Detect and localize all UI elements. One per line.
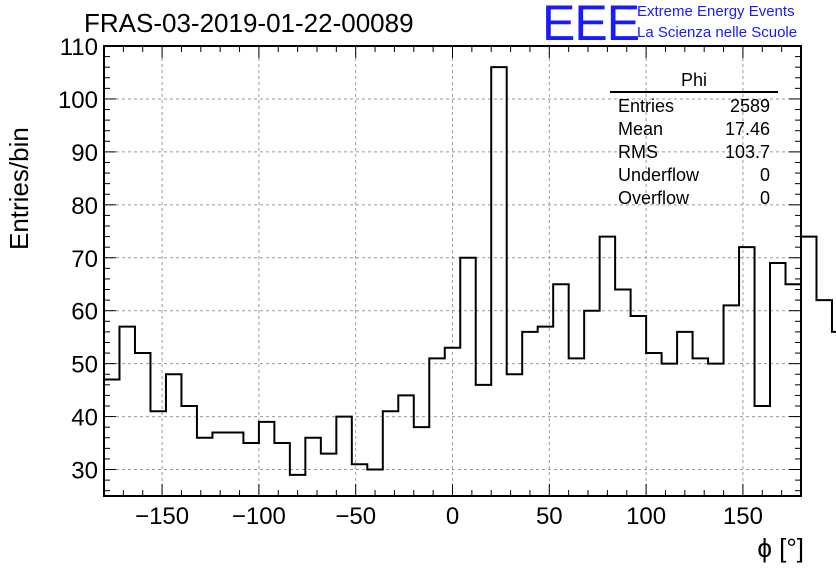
stats-label: Mean — [618, 119, 664, 139]
y-tick-label: 90 — [71, 140, 98, 167]
stats-row-mean: Mean 17.46 — [610, 118, 778, 141]
y-tick-label: 60 — [71, 299, 98, 326]
x-tick-label: 0 — [446, 503, 459, 530]
x-tick-label: 150 — [723, 503, 763, 530]
y-tick-label: 100 — [58, 87, 98, 114]
stats-title: Phi — [610, 70, 778, 93]
logo-subtitle-2: La Scienza nelle Scuole — [637, 24, 798, 41]
stats-value: 0 — [759, 165, 770, 185]
x-tick-label: −150 — [135, 503, 189, 530]
stats-value: 17.46 — [724, 119, 770, 139]
y-axis-label: Entries/bin — [4, 127, 34, 250]
y-tick-label: 40 — [71, 405, 98, 432]
stats-value: 103.7 — [724, 142, 770, 162]
x-tick-label: −100 — [232, 503, 286, 530]
logo-subtitle-1: Extreme Energy Events — [637, 3, 795, 20]
stats-row-underflow: Underflow 0 — [610, 164, 778, 187]
stats-value: 2589 — [729, 96, 770, 116]
y-tick-label: 30 — [71, 458, 98, 485]
eee-logo: EEE — [542, 0, 640, 51]
stats-row-rms: RMS 103.7 — [610, 141, 778, 164]
stats-value: 0 — [759, 188, 770, 208]
stats-label: Entries — [618, 96, 675, 116]
chart-title: FRAS-03-2019-01-22-00089 — [84, 8, 414, 38]
stats-label: Underflow — [618, 165, 700, 185]
y-tick-label: 50 — [71, 352, 98, 379]
x-tick-label: −50 — [335, 503, 376, 530]
x-tick-label: 50 — [536, 503, 563, 530]
stats-box: Phi Entries 2589 Mean 17.46 RMS 103.7 Un… — [610, 70, 778, 210]
x-tick-label: 100 — [626, 503, 666, 530]
stats-label: Overflow — [618, 188, 690, 208]
stats-label: RMS — [618, 142, 658, 162]
histogram-series — [104, 66, 836, 476]
y-tick-label: 80 — [71, 193, 98, 220]
stats-row-overflow: Overflow 0 — [610, 187, 778, 210]
y-tick-label: 70 — [71, 246, 98, 273]
x-axis-label: ϕ [°] — [757, 533, 804, 563]
y-tick-label: 110 — [60, 34, 98, 61]
stats-row-entries: Entries 2589 — [610, 95, 778, 118]
